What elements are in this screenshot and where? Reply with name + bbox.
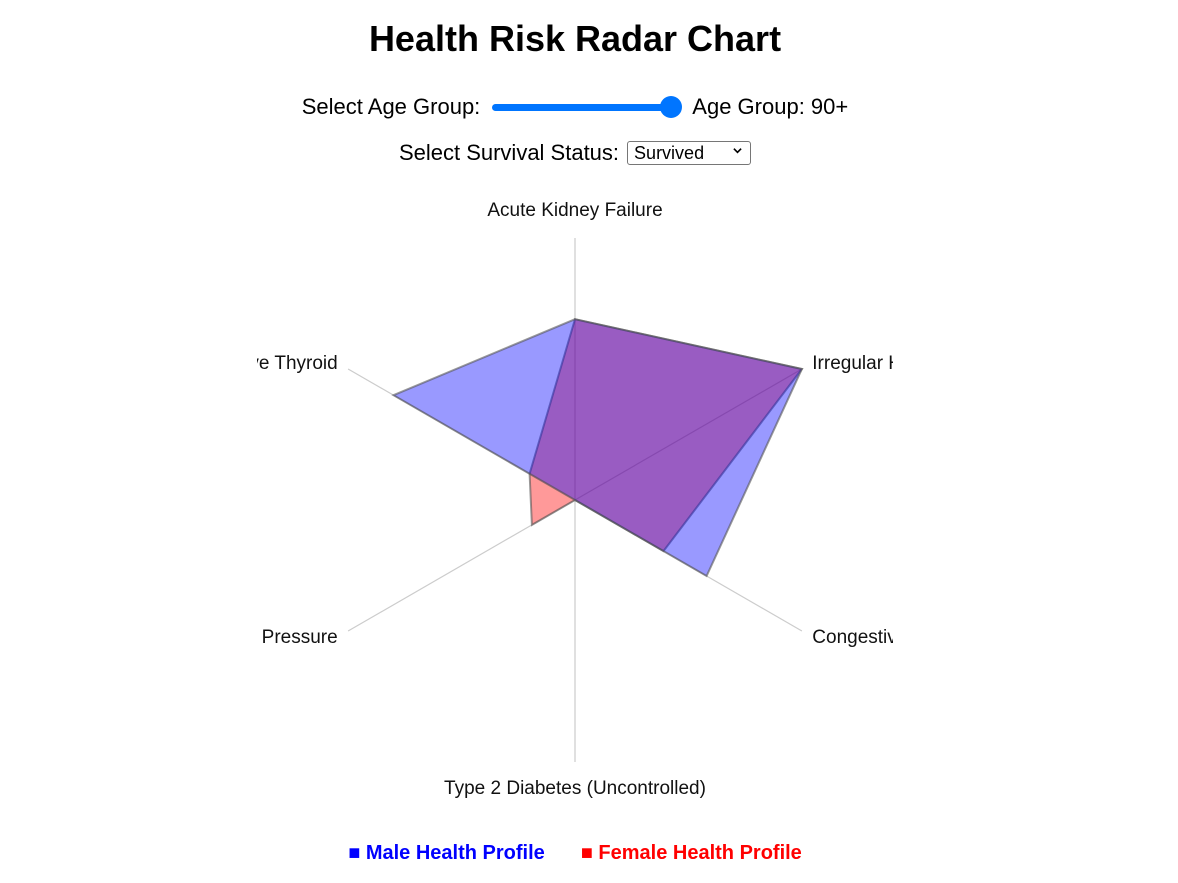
survival-status-select[interactable]: Survived: [627, 141, 752, 165]
survival-status-value: Survived: [634, 143, 705, 163]
age-group-slider[interactable]: [490, 95, 683, 119]
chart-legend: ■ Male Health Profile ■ Female Health Pr…: [0, 842, 1150, 865]
radar-axis-label: Type 2 Diabetes (Uncontrolled): [444, 778, 706, 799]
page-title: Health Risk Radar Chart: [368, 18, 782, 59]
radar-axis-line: [574, 368, 803, 501]
age-group-value: Age Group: 90+: [692, 94, 849, 119]
radar-axis-label: nderactive Thyroid: [182, 353, 338, 374]
age-group-label: Select Age Group:: [301, 94, 481, 119]
radar-axis-label: Irregular Heartbe: [812, 353, 956, 374]
radar-axis-label: gh Blood Pressure: [181, 627, 337, 648]
radar-axis-label: Acute Kidney Failure: [487, 200, 662, 221]
chevron-down-icon: [733, 148, 742, 154]
survival-status-label: Select Survival Status:: [398, 140, 620, 165]
radar-axis-label: Congestive Heart Fa: [812, 627, 987, 648]
legend-male: ■ Male Health Profile: [348, 842, 545, 864]
legend-female: ■ Female Health Profile: [580, 842, 802, 864]
age-slider-thumb[interactable]: [660, 96, 683, 118]
age-slider-track[interactable]: [492, 104, 681, 111]
age-group-control: Select Age Group: Age Group: 90+: [0, 90, 1150, 124]
male-series-area: [391, 318, 804, 578]
survival-status-control: Select Survival Status: Survived: [0, 138, 1150, 168]
